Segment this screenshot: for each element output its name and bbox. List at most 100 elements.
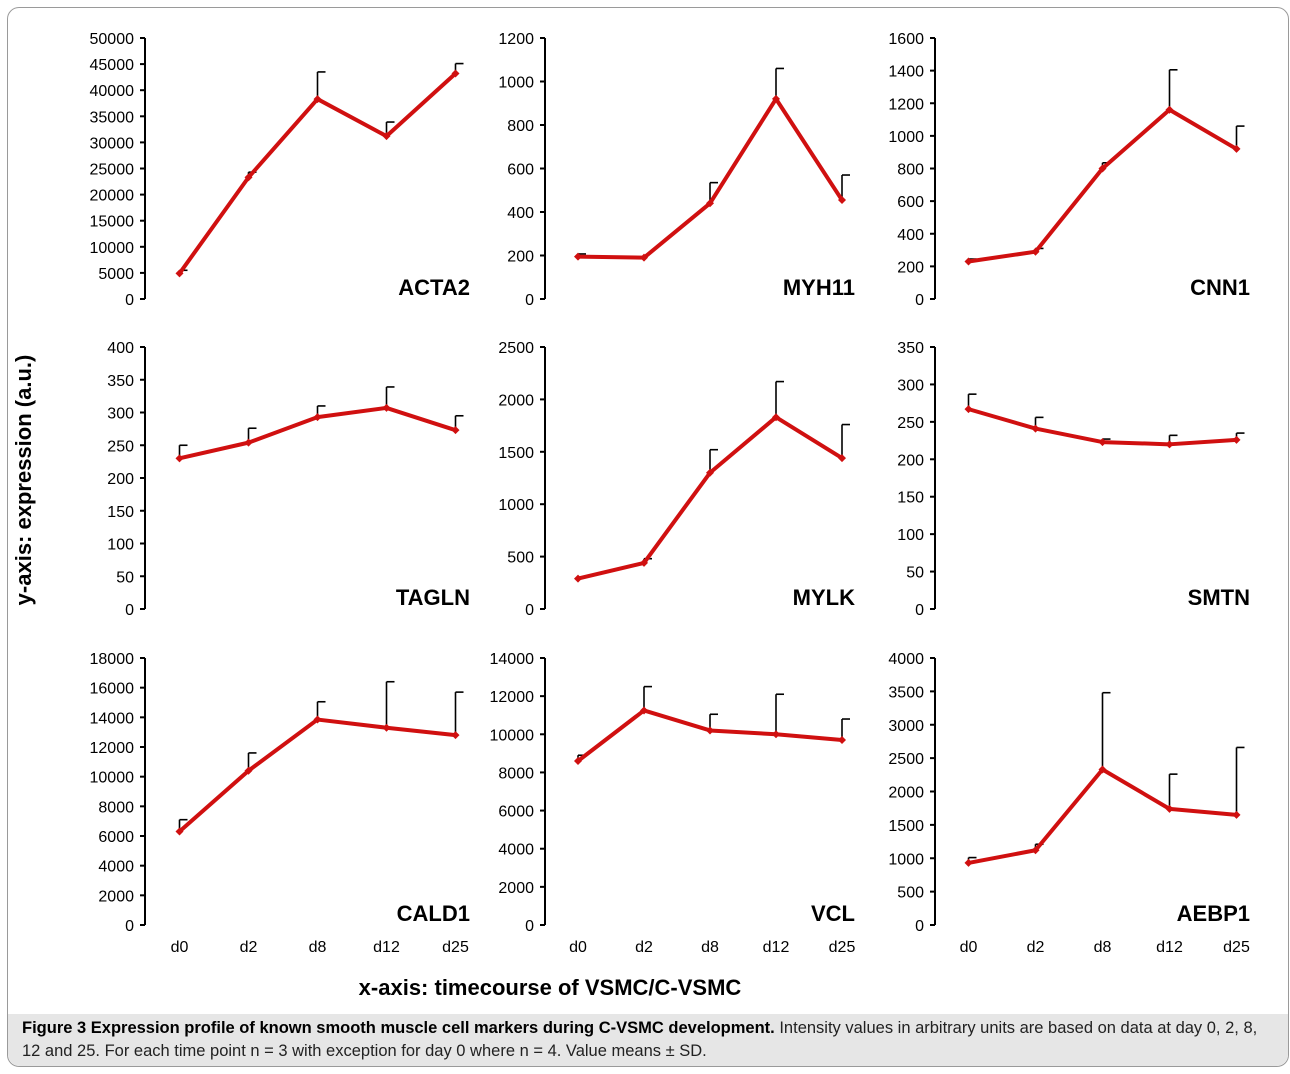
- y-tick-label: 1500: [498, 445, 534, 462]
- panel-title: MYH11: [783, 275, 855, 300]
- x-tick-label: d8: [309, 939, 327, 956]
- y-tick-label: 200: [897, 259, 924, 276]
- x-tick-label: d25: [442, 939, 469, 956]
- y-tick-label: 6000: [98, 829, 134, 846]
- y-tick-label: 200: [897, 452, 924, 469]
- y-tick-label: 8000: [98, 799, 134, 816]
- y-tick-label: 0: [525, 602, 534, 619]
- y-tick-label: 2000: [498, 880, 534, 897]
- y-tick-label: 500: [897, 885, 924, 902]
- series-line: [577, 96, 844, 260]
- x-tick-label: d2: [240, 939, 258, 956]
- caption-text: Intensity values in arbitrary units are …: [22, 1019, 1258, 1060]
- data-point: [1232, 435, 1241, 444]
- y-tick-label: 0: [125, 918, 134, 935]
- panel-vcl: 0 2000 4000 6000 8000 10000 12000 14000 VCL d0 d2 d…: [490, 651, 856, 956]
- x-tick-label: d2: [1027, 939, 1045, 956]
- data-point: [964, 257, 973, 266]
- panel-tagln: 0 50 100 150 200 250 300 350 400 TAGLN: [107, 340, 470, 619]
- y-tick-label: 100: [107, 537, 134, 554]
- data-point: [706, 199, 714, 208]
- data-point: [838, 196, 846, 205]
- x-tick-label: d0: [960, 939, 978, 956]
- y-tick-label: 45000: [90, 57, 135, 74]
- y-tick-label: 0: [915, 918, 924, 935]
- y-tick-label: 6000: [498, 804, 534, 821]
- data-point: [1098, 765, 1107, 774]
- y-tick-label: 400: [107, 340, 134, 357]
- y-tick-label: 150: [107, 504, 134, 521]
- data-point: [382, 723, 391, 732]
- y-tick-label: 1000: [498, 75, 534, 92]
- y-tick-label: 2500: [888, 751, 924, 768]
- panel-title: VCL: [811, 901, 855, 926]
- y-tick-label: 2000: [888, 785, 924, 802]
- data-point: [382, 132, 391, 141]
- y-tick-label: 35000: [90, 109, 135, 126]
- data-point: [244, 173, 253, 182]
- panel-acta2: 0 5000 10000 15000 20000 25000 30000 35000 40000…: [90, 31, 471, 309]
- panel-aebp1: 0 500 1000 1500 2000 2500 3000 3500 4000 AEBP1 d0 d…: [888, 651, 1250, 956]
- y-tick-label: 350: [107, 373, 134, 390]
- y-tick-label: 2000: [98, 888, 134, 905]
- caption-title: Figure 3 Expression profile of known smo…: [22, 1019, 775, 1037]
- figure-frame: [7, 7, 1289, 1067]
- data-point: [175, 454, 184, 463]
- y-tick-label: 0: [525, 292, 534, 309]
- y-tick-label: 0: [125, 292, 134, 309]
- y-tick-label: 15000: [90, 214, 135, 231]
- data-point: [313, 715, 322, 724]
- panel-title: MYLK: [793, 585, 855, 610]
- data-point: [451, 69, 460, 78]
- y-tick-label: 50: [116, 569, 134, 586]
- y-tick-label: 3500: [888, 684, 924, 701]
- figure-panels: 0500010000150002000025000300003500040000…: [90, 31, 1251, 956]
- data-point: [244, 438, 253, 447]
- panel-title: CNN1: [1190, 275, 1250, 300]
- y-tick-label: 250: [897, 415, 924, 432]
- series-line: [177, 72, 457, 275]
- x-tick-label: d8: [701, 939, 719, 956]
- data-point: [1031, 424, 1040, 433]
- y-tick-label: 400: [897, 227, 924, 244]
- y-tick-label: 5000: [98, 266, 134, 283]
- y-tick-label: 800: [507, 118, 534, 135]
- data-point: [574, 574, 582, 583]
- y-tick-label: 14000: [90, 710, 135, 727]
- y-tick-label: 350: [897, 340, 924, 357]
- series-line: [968, 107, 1238, 264]
- data-point: [574, 756, 582, 765]
- data-point: [772, 730, 780, 739]
- y-tick-label: 500: [507, 550, 534, 567]
- y-tick-label: 16000: [90, 681, 135, 698]
- x-tick-label: d12: [763, 939, 790, 956]
- data-point: [175, 269, 184, 278]
- x-tick-label: d25: [829, 939, 856, 956]
- y-tick-label: 1000: [498, 497, 534, 514]
- panel-cnn1: 0 200 400 600 800 1000 1200 1400 1600 CNN1: [888, 31, 1250, 309]
- figure-caption: Figure 3 Expression profile of known smo…: [22, 1017, 1272, 1063]
- data-point: [313, 95, 322, 104]
- y-tick-label: 30000: [90, 135, 135, 152]
- panel-title: CALD1: [397, 901, 470, 926]
- data-point: [574, 252, 582, 261]
- data-point: [175, 827, 184, 836]
- y-tick-label: 25000: [90, 162, 135, 179]
- y-tick-label: 20000: [90, 188, 135, 205]
- y-tick-label: 4000: [498, 842, 534, 859]
- y-tick-label: 4000: [98, 859, 134, 876]
- y-tick-label: 250: [107, 438, 134, 455]
- data-point: [1232, 810, 1241, 819]
- series-line: [178, 717, 456, 834]
- y-tick-label: 1000: [888, 129, 924, 146]
- data-point: [1165, 804, 1174, 813]
- data-point: [1031, 247, 1040, 256]
- data-point: [772, 94, 780, 103]
- y-tick-label: 0: [915, 292, 924, 309]
- x-tick-label: d8: [1094, 939, 1112, 956]
- y-tick-label: 50: [906, 565, 924, 582]
- y-tick-label: 100: [897, 527, 924, 544]
- y-tick-label: 10000: [90, 240, 135, 257]
- y-tick-label: 14000: [490, 651, 535, 668]
- panel-title: ACTA2: [398, 275, 470, 300]
